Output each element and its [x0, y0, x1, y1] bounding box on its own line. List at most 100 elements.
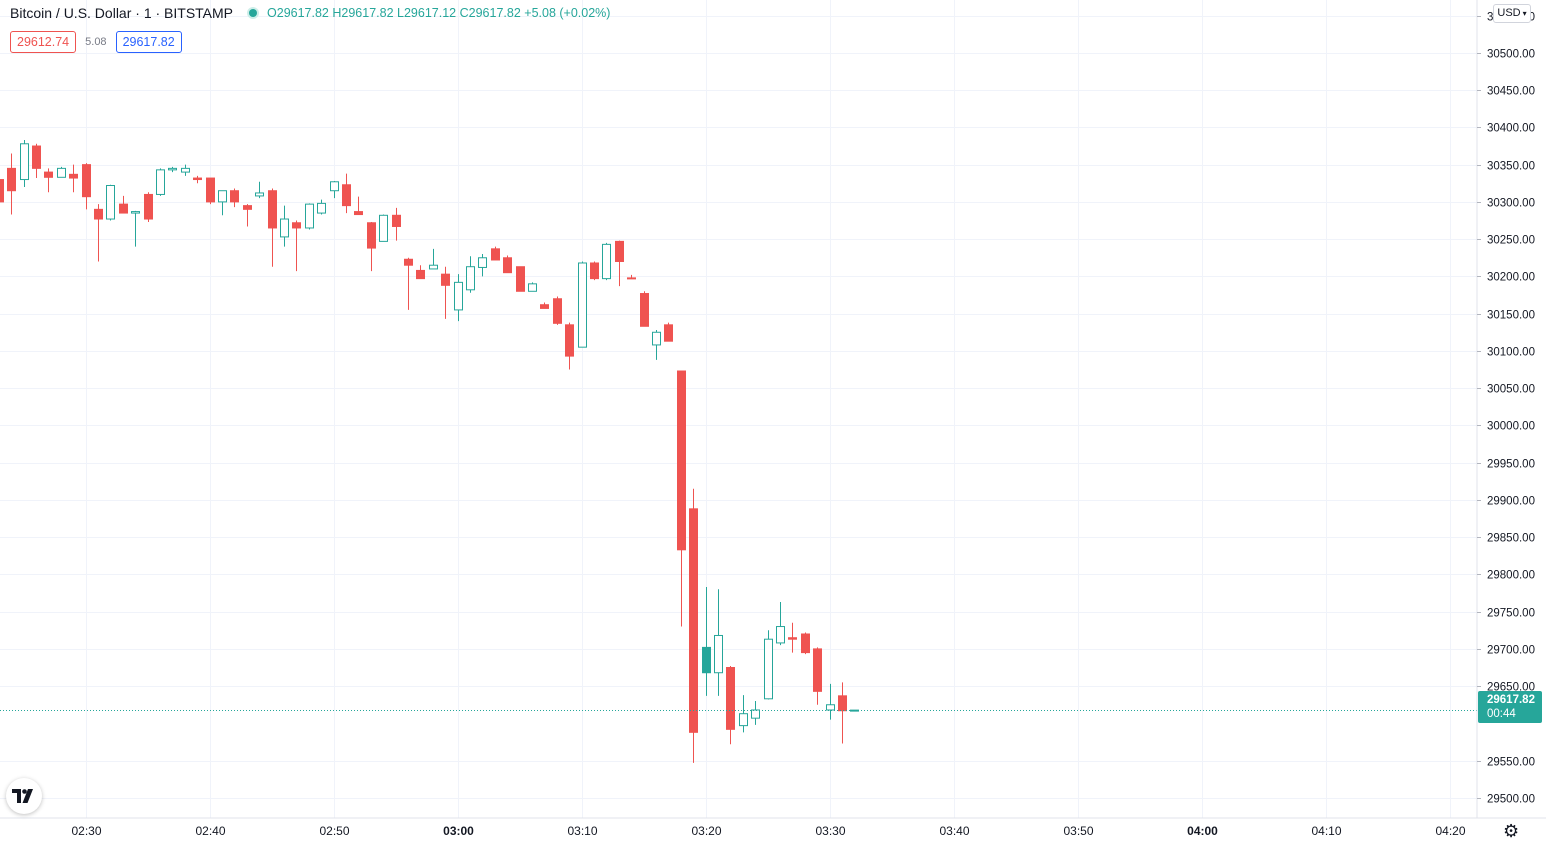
- candle: [206, 177, 215, 205]
- candles-layer: [0, 140, 859, 763]
- y-tick-label: 30350.00: [1487, 161, 1535, 173]
- candle: [82, 163, 91, 210]
- candle: [503, 255, 512, 274]
- candle-body: [292, 222, 301, 229]
- candle: [181, 164, 190, 176]
- candle-body: [144, 193, 153, 220]
- candle-body: [379, 214, 388, 242]
- candle-body: [7, 167, 16, 192]
- candle: [268, 188, 277, 267]
- time-axis[interactable]: 02:30 02:40 02:50 03:00 03:10 03:20 03:30 03:40…: [71, 824, 1465, 838]
- y-tick-label: 30450.00: [1487, 86, 1535, 98]
- candle-body: [20, 143, 29, 181]
- close-value: 29617.82: [468, 6, 521, 20]
- candle-body: [640, 293, 649, 327]
- y-tick-label: 30000.00: [1487, 421, 1535, 433]
- candle-body: [578, 262, 587, 348]
- y-tick-label: 29950.00: [1487, 459, 1535, 471]
- y-tick-label: 29500.00: [1487, 794, 1535, 806]
- buy-button[interactable]: 29617.82: [115, 31, 182, 53]
- quote-buttons: 29612.74 5.08 29617.82: [10, 31, 182, 53]
- candle: [342, 173, 351, 214]
- candle-body: [615, 240, 624, 262]
- symbol-legend: Bitcoin / U.S. Dollar · 1 · BITSTAMP O29…: [10, 5, 610, 21]
- candle: [193, 175, 202, 184]
- symbol-title[interactable]: Bitcoin / U.S. Dollar · 1 · BITSTAMP: [10, 5, 234, 21]
- x-tick-label: 04:00: [1187, 824, 1218, 838]
- candle-body: [441, 273, 450, 286]
- y-tick-label: 30150.00: [1487, 310, 1535, 322]
- chart-grid: [0, 0, 1477, 818]
- candle-body: [478, 257, 487, 268]
- candle-body: [726, 667, 735, 730]
- gear-icon[interactable]: ⚙: [1503, 821, 1520, 841]
- y-tick-label: 30300.00: [1487, 198, 1535, 210]
- candle-body: [354, 211, 363, 216]
- candle: [491, 246, 500, 261]
- candle: [801, 632, 810, 655]
- currency-selector[interactable]: USD ▾: [1493, 4, 1531, 23]
- tradingview-logo-icon[interactable]: [6, 778, 42, 814]
- y-tick-label: 29550.00: [1487, 757, 1535, 769]
- candle-body: [243, 205, 252, 210]
- candle: [677, 370, 686, 627]
- candle: [305, 203, 314, 230]
- open-value: 29617.82: [276, 6, 329, 20]
- candle: [218, 190, 227, 216]
- candle-body: [404, 258, 413, 266]
- candle: [553, 296, 562, 325]
- candle: [367, 222, 376, 272]
- y-tick-label: 30050.00: [1487, 384, 1535, 396]
- x-tick-label: 03:10: [567, 824, 597, 838]
- candle: [7, 153, 16, 215]
- price-axis[interactable]: 30550.0030500.0030450.0030400.0030350.00…: [1477, 12, 1535, 806]
- x-tick-label: 04:10: [1311, 824, 1341, 838]
- candle: [764, 630, 773, 700]
- x-tick-label: 04:20: [1435, 824, 1465, 838]
- candle-body: [850, 709, 859, 712]
- y-tick-label: 30100.00: [1487, 347, 1535, 359]
- candle: [702, 587, 711, 696]
- candle-body: [206, 177, 215, 203]
- candle: [255, 181, 264, 199]
- x-tick-label: 03:20: [691, 824, 721, 838]
- candle: [317, 199, 326, 215]
- candle-body: [392, 214, 401, 227]
- candle-body: [106, 185, 115, 220]
- candle-body: [627, 277, 636, 280]
- candle-body: [826, 704, 835, 711]
- chevron-down-icon: ▾: [1522, 9, 1527, 18]
- candle-body: [652, 331, 661, 346]
- y-tick-label: 30500.00: [1487, 49, 1535, 61]
- candle: [788, 622, 797, 653]
- y-tick-label: 29650.00: [1487, 682, 1535, 694]
- candle: [652, 330, 661, 360]
- candle-body: [454, 281, 463, 311]
- sell-button[interactable]: 29612.74: [10, 31, 77, 53]
- candle: [168, 166, 177, 173]
- candle: [416, 265, 425, 280]
- candle: [540, 302, 549, 309]
- candle-body: [466, 266, 475, 291]
- candle: [429, 248, 438, 270]
- candle: [441, 266, 450, 319]
- y-tick-label: 29750.00: [1487, 608, 1535, 620]
- candle: [776, 601, 785, 646]
- candle-body: [776, 626, 785, 644]
- candle: [640, 291, 649, 327]
- candle-body: [664, 324, 673, 342]
- candle-body: [168, 167, 177, 171]
- candle: [602, 242, 611, 281]
- candle: [813, 647, 822, 705]
- market-status-dot-icon: [249, 9, 258, 17]
- x-tick-label: 03:40: [939, 824, 969, 838]
- candle-body: [268, 190, 277, 229]
- candle: [689, 488, 698, 763]
- candle: [243, 204, 252, 227]
- candle-body: [702, 646, 711, 674]
- candle: [739, 695, 748, 733]
- candle-body: [367, 222, 376, 249]
- candle: [292, 220, 301, 272]
- candle: [466, 256, 475, 293]
